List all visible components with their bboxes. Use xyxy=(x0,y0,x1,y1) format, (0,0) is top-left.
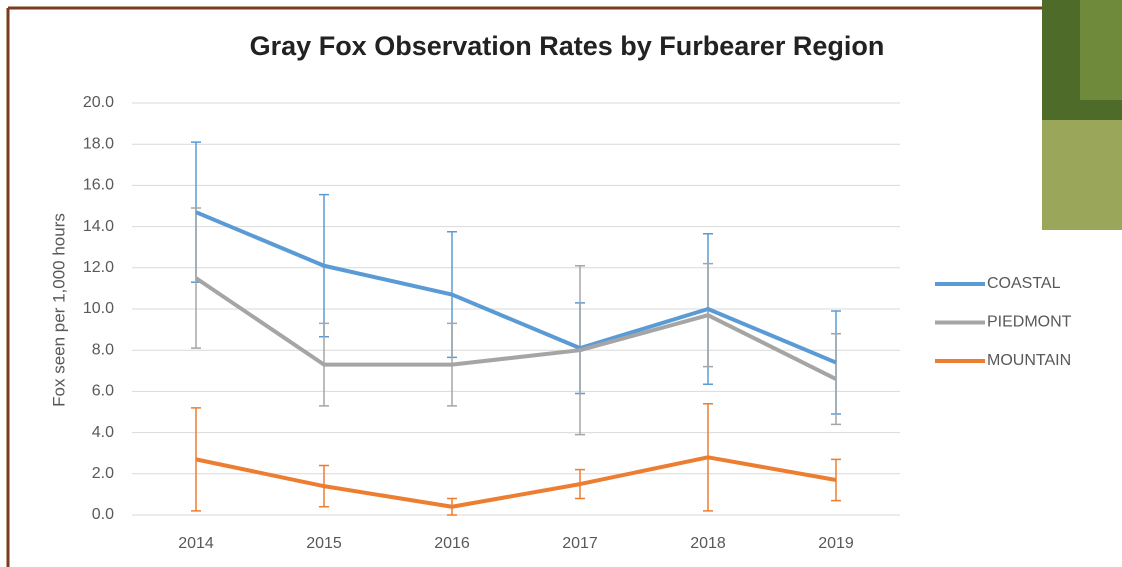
x-tick-label: 2014 xyxy=(178,535,214,552)
photo xyxy=(1042,0,1122,230)
x-tick-label: 2017 xyxy=(562,535,598,552)
y-axis-label: Fox seen per 1,000 hours xyxy=(49,213,68,407)
y-tick-label: 18.0 xyxy=(83,135,114,152)
y-tick-label: 6.0 xyxy=(92,383,114,400)
y-tick-label: 2.0 xyxy=(92,465,114,482)
legend-label: PIEDMONT xyxy=(987,314,1072,331)
x-tick-label: 2019 xyxy=(818,535,854,552)
y-tick-label: 10.0 xyxy=(83,300,114,317)
x-tick-label: 2016 xyxy=(434,535,470,552)
series-line xyxy=(196,457,836,506)
legend-label: COASTAL xyxy=(987,275,1061,292)
y-tick-label: 20.0 xyxy=(83,94,114,111)
legend-label: MOUNTAIN xyxy=(987,352,1071,369)
y-tick-label: 12.0 xyxy=(83,259,114,276)
y-tick-label: 8.0 xyxy=(92,341,114,358)
series-line xyxy=(196,212,836,362)
y-tick-label: 14.0 xyxy=(83,218,114,235)
chart-title: Gray Fox Observation Rates by Furbearer … xyxy=(250,31,885,61)
y-tick-label: 16.0 xyxy=(83,177,114,194)
y-tick-label: 4.0 xyxy=(92,424,114,441)
x-tick-label: 2018 xyxy=(690,535,726,552)
x-tick-label: 2015 xyxy=(306,535,342,552)
y-tick-label: 0.0 xyxy=(92,506,114,523)
series-line xyxy=(196,278,836,379)
chart: Gray Fox Observation Rates by Furbearer … xyxy=(0,0,1122,567)
